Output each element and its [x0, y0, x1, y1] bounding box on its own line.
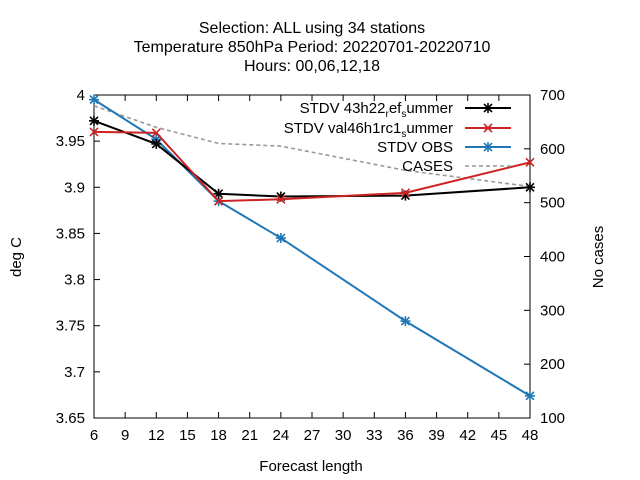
y2-tick-label: 100 [540, 410, 565, 427]
chart-title: Selection: ALL using 34 stations Tempera… [134, 20, 491, 75]
series-line [93, 130, 531, 203]
y-tick-label: 4 [77, 87, 85, 104]
y-axis-right: 100 200 300 400 500 600 700 [524, 87, 565, 427]
x-tick-label: 33 [366, 427, 383, 444]
point-marker [525, 157, 535, 167]
title-line-2: Temperature 850hPa Period: 20220701-2022… [134, 39, 491, 56]
x-axis-label: Forecast length [259, 458, 362, 475]
title-line-3: Hours: 00,06,12,18 [244, 58, 380, 75]
point-marker [276, 194, 286, 204]
x-axis: 6 9 12 15 18 21 24 27 30 33 36 39 42 45 48 [90, 95, 539, 444]
x-tick-label: 36 [397, 427, 414, 444]
legend-item-2: STDV OBS [377, 139, 511, 156]
legend-item-3: CASES [402, 158, 511, 175]
legend-label: STDV 43h22refsummer [300, 100, 453, 120]
x-tick-label: 15 [179, 427, 196, 444]
legend-label: CASES [402, 158, 453, 175]
x-tick-label: 45 [491, 427, 508, 444]
legend-item-1: STDV val46h1rc1summer [284, 120, 511, 140]
y-tick-label: 3.65 [56, 410, 85, 427]
x-tick-label: 6 [90, 427, 98, 444]
x-tick-label: 42 [459, 427, 476, 444]
point-marker [89, 127, 99, 137]
y2-tick-label: 600 [540, 141, 565, 158]
y-tick-label: 3.8 [64, 272, 85, 289]
legend-item-0: STDV 43h22refsummer [300, 100, 511, 120]
series-line [93, 105, 531, 188]
point-marker [214, 196, 224, 206]
y2-tick-label: 300 [540, 302, 565, 319]
x-tick-label: 21 [241, 427, 258, 444]
y2-axis-label: No cases [590, 226, 607, 289]
x-tick-label: 39 [428, 427, 445, 444]
y-axis-label: deg C [8, 237, 25, 277]
x-tick-label: 9 [121, 427, 129, 444]
y-axis-left: 3.65 3.7 3.75 3.8 3.85 3.9 3.95 4 [56, 87, 100, 427]
point-marker [400, 188, 410, 198]
legend-label: STDV OBS [377, 139, 453, 156]
x-tick-label: 30 [335, 427, 352, 444]
legend-label: STDV val46h1rc1summer [284, 120, 453, 140]
y2-tick-label: 700 [540, 87, 565, 104]
y2-tick-label: 200 [540, 356, 565, 373]
point-marker [151, 128, 161, 138]
point-marker [483, 123, 493, 133]
y-tick-label: 3.75 [56, 318, 85, 335]
title-line-1: Selection: ALL using 34 stations [199, 20, 425, 37]
y2-tick-label: 400 [540, 249, 565, 266]
series-layer [89, 94, 535, 401]
x-tick-label: 12 [148, 427, 165, 444]
series-3 [93, 105, 531, 188]
y2-tick-label: 500 [540, 195, 565, 212]
x-tick-label: 24 [273, 427, 290, 444]
x-tick-label: 18 [210, 427, 227, 444]
x-tick-label: 27 [304, 427, 321, 444]
y-tick-label: 3.9 [64, 179, 85, 196]
y-tick-label: 3.85 [56, 225, 85, 242]
x-tick-label: 48 [522, 427, 539, 444]
series-1 [89, 127, 535, 206]
y-tick-label: 3.95 [56, 133, 85, 150]
series-line [93, 119, 531, 198]
y-tick-label: 3.7 [64, 364, 85, 381]
